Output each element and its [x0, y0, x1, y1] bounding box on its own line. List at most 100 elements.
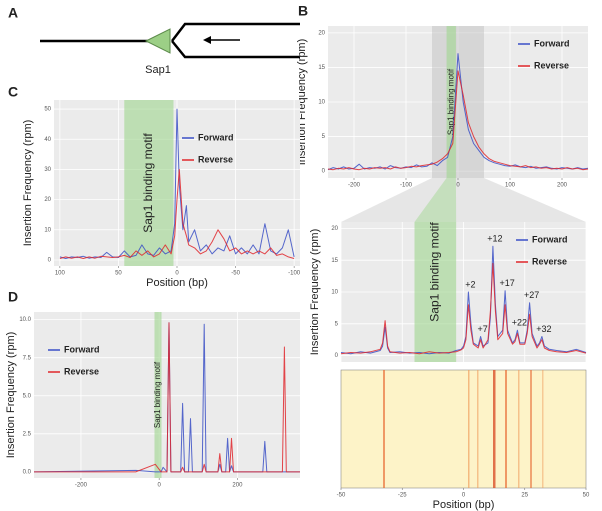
peak-annotation: +32 — [536, 324, 551, 334]
y-tick-label: 10 — [318, 100, 325, 106]
peak-annotation: +2 — [465, 279, 475, 289]
zoom-connector — [341, 178, 586, 222]
sap1-marker — [144, 28, 171, 54]
y-tick-label: 0 — [322, 169, 326, 175]
series-line — [327, 70, 589, 171]
y-tick-label: 40 — [44, 137, 51, 143]
panel-letter: D — [8, 289, 18, 305]
y-tick-label: 20 — [331, 226, 338, 232]
diagram: Sap1 — [40, 22, 300, 76]
chart-panel: 0 5 10 15 20 -50 -25 0 25 50 Sap1 binding motif +2 +… — [309, 222, 590, 511]
y-tick-label: 10 — [331, 290, 338, 296]
x-tick-label: 0 — [456, 183, 460, 189]
x-tick-label: -200 — [75, 483, 88, 489]
y-tick-label: 0 — [48, 258, 52, 264]
x-tick-label: -50 — [337, 493, 346, 499]
x-tick-label: -200 — [348, 183, 361, 189]
y-tick-label: 15 — [331, 258, 338, 264]
x-tick-label: 200 — [557, 183, 568, 189]
legend-label: Forward — [198, 132, 234, 142]
x-tick-label: 100 — [55, 271, 66, 277]
series-line — [34, 322, 300, 473]
series-line — [59, 168, 295, 259]
motif-band — [154, 312, 162, 478]
heatmap-background — [340, 369, 587, 489]
shade-band — [432, 26, 484, 178]
dna-strand — [171, 22, 300, 42]
y-tick-label: 10.0 — [19, 317, 31, 323]
zoom-connector — [414, 178, 457, 222]
panel-letter: A — [8, 5, 18, 21]
panel-letter: C — [8, 84, 18, 100]
x-tick-label: 100 — [505, 183, 516, 189]
y-tick-label: 5.0 — [23, 393, 32, 399]
y-tick-label: 15 — [318, 65, 325, 71]
legend-label: Forward — [532, 234, 568, 244]
legend-label: Reverse — [532, 256, 567, 266]
y-tick-label: 0.0 — [23, 469, 32, 475]
peak-annotation: +22 — [512, 318, 527, 328]
motif-label: Sap1 binding motif — [141, 133, 155, 233]
x-tick-label: 200 — [232, 483, 243, 489]
arrow-head — [203, 36, 211, 44]
y-axis-label: Insertion Frequency (rpm) — [309, 229, 321, 356]
x-tick-label: 0 — [175, 271, 179, 277]
motif-label: Sap1 binding motif — [446, 68, 455, 135]
y-tick-label: 0 — [335, 353, 339, 359]
y-tick-label: 2.5 — [23, 431, 32, 437]
chart-panel: 0 10 20 30 40 50 100 50 0 -50 -100 Sap1 binding mot… — [22, 100, 301, 289]
x-tick-label: -25 — [398, 493, 407, 499]
heatmap-stripe — [493, 370, 496, 488]
x-tick-label: -50 — [231, 271, 240, 277]
y-tick-label: 5 — [335, 321, 339, 327]
x-axis-label: Position (bp) — [146, 277, 208, 289]
x-tick-label: -100 — [288, 271, 301, 277]
y-tick-label: 7.5 — [23, 355, 32, 361]
dna-strand — [171, 40, 300, 59]
x-tick-label: 0 — [158, 483, 162, 489]
y-tick-label: 30 — [44, 167, 51, 173]
heatmap — [340, 369, 587, 489]
heatmap-stripe — [383, 370, 385, 488]
peak-annotation: +27 — [524, 290, 539, 300]
peak-annotation: +7 — [478, 324, 488, 334]
heatmap-stripe — [477, 370, 479, 488]
motif-band — [124, 100, 174, 266]
peak-annotation: +12 — [487, 234, 502, 244]
x-tick-label: 50 — [583, 493, 590, 499]
heatmap-stripe — [505, 370, 507, 488]
motif-label: Sap1 binding motif — [427, 222, 441, 322]
y-tick-label: 20 — [318, 30, 325, 36]
legend-label: Reverse — [198, 154, 233, 164]
legend-label: Forward — [534, 38, 570, 48]
x-axis-label: Position (bp) — [433, 499, 495, 511]
y-axis-label: Insertion Frequency (rpm) — [5, 332, 17, 459]
heatmap-stripe — [468, 370, 470, 488]
x-tick-label: -100 — [400, 183, 413, 189]
y-tick-label: 50 — [44, 107, 51, 113]
y-tick-label: 20 — [44, 197, 51, 203]
motif-band — [414, 222, 457, 362]
x-tick-label: 50 — [115, 271, 122, 277]
heatmap-stripe — [542, 370, 544, 488]
panel-letter: B — [298, 3, 308, 19]
series-line — [340, 262, 587, 355]
y-axis-label: Insertion Frequency (rpm) — [22, 120, 34, 247]
x-tick-label: 0 — [462, 493, 466, 499]
chart-panel: 0.0 2.5 5.0 7.5 10.0 -200 0 200 Sap1 binding mot… — [5, 312, 300, 489]
x-tick-label: 25 — [521, 493, 528, 499]
legend-label: Reverse — [64, 366, 99, 376]
heatmap-stripe — [518, 370, 520, 488]
heatmap-stripe — [530, 370, 532, 488]
series-line — [327, 53, 589, 171]
motif-band — [446, 26, 456, 178]
y-tick-label: 10 — [44, 227, 51, 233]
legend-label: Forward — [64, 344, 100, 354]
legend-label: Reverse — [534, 60, 569, 70]
diagram-label: Sap1 — [145, 64, 171, 76]
chart-panel: 0 5 10 15 20 -200 -100 0 100 200 Sap1 binding moti… — [296, 26, 589, 189]
peak-annotation: +17 — [500, 278, 515, 288]
motif-label: Sap1 binding motif — [153, 361, 162, 428]
y-tick-label: 5 — [322, 134, 326, 140]
